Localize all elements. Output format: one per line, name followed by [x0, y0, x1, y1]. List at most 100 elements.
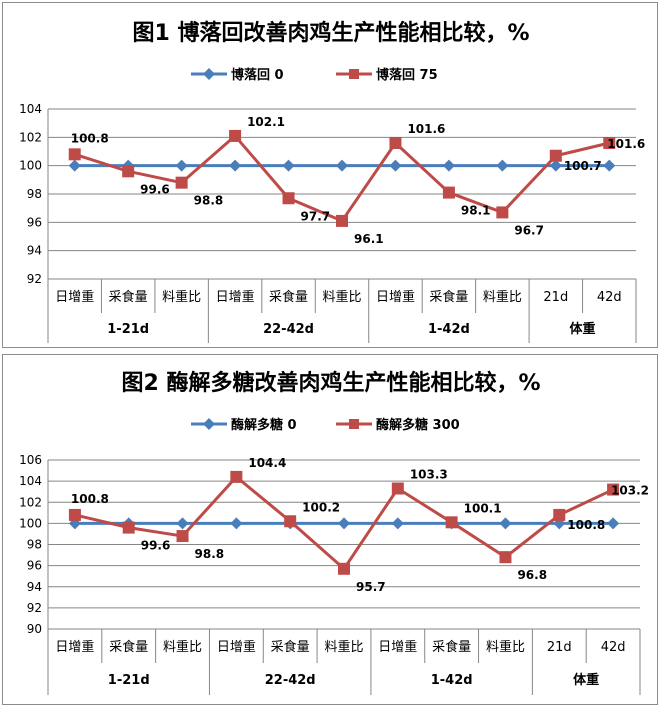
category-label: 采食量 — [109, 639, 148, 655]
legend-marker-2 — [349, 69, 359, 79]
category-label: 料重比 — [486, 639, 525, 655]
category-label: 21d — [547, 640, 572, 655]
series-2-point — [284, 515, 297, 528]
category-label: 采食量 — [429, 289, 468, 305]
legend-label-1: 博落回 0 — [231, 67, 284, 83]
legend-label-1: 酶解多糖 0 — [231, 417, 297, 433]
series-2-point — [336, 214, 348, 227]
y-tick-label: 104 — [19, 474, 42, 488]
group-label: 22-42d — [265, 673, 316, 688]
series-2-point — [122, 165, 135, 178]
category-label: 采食量 — [269, 289, 308, 305]
y-tick-label: 90 — [27, 622, 42, 636]
category-label: 采食量 — [109, 289, 148, 305]
data-label: 101.6 — [407, 122, 445, 136]
category-label: 21d — [543, 290, 568, 305]
category-label: 日增重 — [217, 639, 256, 655]
group-label: 22-42d — [263, 322, 314, 337]
series-2-point — [122, 521, 135, 534]
category-label: 料重比 — [483, 289, 522, 305]
series-1-point — [603, 159, 616, 172]
y-tick-label: 98 — [27, 538, 42, 552]
group-label: 1-21d — [107, 322, 149, 337]
series-2-point — [175, 176, 188, 189]
y-tick-label: 94 — [27, 580, 42, 594]
category-label: 42d — [597, 290, 622, 305]
series-2-point — [603, 137, 616, 149]
series-2-point — [230, 470, 243, 483]
series-line-2 — [74, 134, 610, 223]
legend-label-2: 博落回 75 — [376, 67, 438, 83]
category-label: 料重比 — [162, 289, 201, 305]
y-tick-label: 102 — [19, 495, 42, 509]
data-label: 100.7 — [564, 159, 602, 173]
data-label: 103.2 — [611, 484, 649, 498]
series-1-point — [176, 517, 189, 530]
category-label: 日增重 — [55, 639, 94, 655]
series-1-point — [389, 159, 402, 172]
category-label: 料重比 — [324, 639, 363, 655]
category-label: 日增重 — [55, 289, 94, 305]
category-label: 42d — [601, 640, 626, 655]
legend-marker-2 — [349, 419, 359, 429]
legend-marker-1 — [203, 68, 215, 80]
chart-title: 图1 博落回改善肉鸡生产性能相比较，% — [132, 20, 529, 46]
category-label: 日增重 — [216, 289, 255, 305]
data-label: 100.8 — [71, 492, 109, 506]
series-1-point — [549, 159, 562, 172]
series-2-point — [442, 186, 455, 199]
category-label: 料重比 — [322, 289, 361, 305]
series-1-point — [496, 159, 509, 172]
y-tick-label: 100 — [19, 159, 42, 173]
series-2-point — [389, 137, 402, 149]
data-label: 98.8 — [194, 194, 224, 208]
y-tick-label: 106 — [19, 453, 42, 467]
data-label: 96.8 — [517, 568, 547, 582]
legend-marker-1 — [203, 418, 215, 430]
y-tick-label: 94 — [27, 244, 42, 258]
data-label: 102.1 — [247, 115, 285, 129]
series-2-point — [549, 149, 562, 162]
data-label: 95.7 — [356, 580, 386, 594]
series-1-point — [499, 517, 512, 530]
data-label: 101.6 — [607, 137, 645, 151]
chart-1: 图1 博落回改善肉鸡生产性能相比较，% 博落回 0 博落回 75 92 94 96 98 10… — [19, 20, 645, 343]
y-tick-label: 92 — [27, 601, 42, 615]
chart-2-frame — [2, 354, 658, 705]
series-2-point — [553, 508, 566, 521]
series-2-point — [229, 129, 242, 142]
data-label: 100.8 — [567, 518, 605, 532]
data-label: 96.7 — [514, 223, 544, 237]
series-2-point — [282, 192, 295, 205]
group-label: 体重 — [570, 321, 596, 337]
y-tick-label: 96 — [27, 559, 42, 573]
chart-2: 图2 酶解多糖改善肉鸡生产性能相比较，% 酶解多糖 0 酶解多糖 300 90 92 94… — [19, 370, 649, 695]
legend-label-2: 酶解多糖 300 — [376, 417, 460, 433]
series-2-point — [607, 483, 620, 496]
y-tick-label: 92 — [27, 272, 42, 286]
category-label: 日增重 — [378, 639, 417, 655]
category-label: 料重比 — [163, 639, 202, 655]
group-label: 体重 — [573, 672, 599, 688]
chart-title: 图2 酶解多糖改善肉鸡生产性能相比较，% — [121, 370, 540, 396]
series-1-point — [68, 159, 81, 172]
data-label: 98.8 — [195, 547, 225, 561]
series-1-point — [282, 159, 295, 172]
series-1-point — [607, 517, 620, 530]
category-label: 采食量 — [271, 639, 310, 655]
category-label: 采食量 — [432, 639, 471, 655]
data-label: 99.6 — [140, 182, 170, 196]
series-1-point — [391, 517, 404, 530]
series-2-point — [338, 562, 350, 575]
series-2-point — [176, 530, 189, 543]
data-label: 99.6 — [141, 539, 171, 553]
data-label: 96.1 — [354, 232, 384, 246]
series-1-point — [338, 517, 350, 530]
group-label: 1-21d — [108, 673, 150, 688]
y-tick-label: 98 — [27, 187, 42, 201]
y-tick-label: 102 — [19, 130, 42, 144]
data-label: 98.1 — [461, 204, 491, 218]
data-label: 97.7 — [301, 209, 331, 223]
category-label: 日增重 — [376, 289, 415, 305]
y-tick-label: 96 — [27, 215, 42, 229]
